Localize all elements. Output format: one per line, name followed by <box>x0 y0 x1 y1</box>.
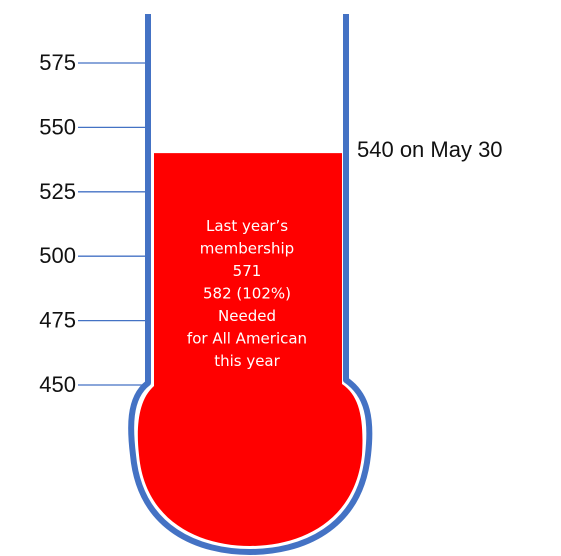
note-line: membership <box>200 240 294 258</box>
tick-label: 450 <box>39 372 76 397</box>
tick-label: 500 <box>39 243 76 268</box>
thermometer-glass <box>128 14 373 555</box>
tick-label: 475 <box>39 308 76 333</box>
note-line: Needed <box>218 307 276 325</box>
note-line: this year <box>214 352 280 370</box>
note-line: 582 (102%) <box>203 285 291 303</box>
current-value-label: 540 on May 30 <box>357 137 503 162</box>
note-line: 571 <box>233 262 262 280</box>
note-line: Last year’s <box>206 217 288 235</box>
tick-label: 525 <box>39 179 76 204</box>
tick-label: 550 <box>39 114 76 139</box>
thermometer-fill <box>137 153 363 546</box>
note-line: for All American <box>187 330 307 348</box>
tick-label: 575 <box>39 50 76 75</box>
